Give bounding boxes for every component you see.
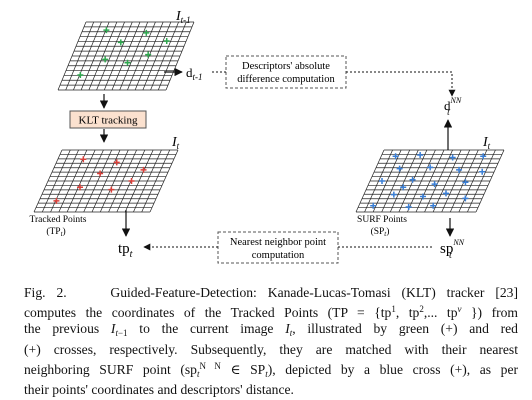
caption-title: Guided-Feature-Detection: Kanade-Lucas-T… — [110, 285, 518, 300]
blue-cross-marker — [462, 179, 469, 186]
figure-caption: Fig. 2. Guided-Feature-Detection: Kanade… — [24, 285, 518, 398]
caption-line-4: (+) crosses, respectively. Subsequently,… — [24, 341, 518, 357]
caption-line-6: their points' coordinates and descriptor… — [24, 382, 294, 398]
blue-cross-marker — [456, 166, 463, 173]
caption-line-3: the previous It−1 to the current image I… — [24, 321, 518, 339]
grid-line — [150, 21, 179, 91]
sp-caption-line2: (SPt) — [371, 226, 390, 238]
green-cross-marker — [103, 27, 110, 34]
grid-line — [157, 21, 187, 91]
nn-box-line1: Nearest neighbor point — [230, 237, 326, 248]
blue-cross-marker — [462, 195, 469, 202]
red-cross-marker — [53, 197, 60, 204]
blue-cross-marker — [420, 193, 426, 200]
dashed-link-right — [346, 71, 456, 97]
caption-fig-label: Fig. 2. — [24, 285, 67, 300]
green-cross-marker — [102, 56, 109, 63]
grid-line — [441, 149, 471, 213]
red-cross-marker — [80, 156, 87, 163]
caption-line-1: Fig. 2. Guided-Feature-Detection: Kanade… — [24, 285, 518, 301]
blue-cross-marker — [443, 190, 449, 197]
tp-caption-line2: (TPt) — [46, 226, 65, 238]
green-cross-marker — [77, 72, 84, 79]
frame-label-tracked: It — [171, 135, 180, 151]
grid-line — [134, 21, 164, 91]
blue-cross-marker — [427, 164, 434, 171]
frame-label-surf: It — [482, 135, 491, 151]
nn-box-line2: computation — [252, 250, 305, 261]
red-cross-marker — [113, 159, 120, 166]
red-cross-marker — [128, 178, 135, 184]
red-cross-marker — [108, 186, 115, 193]
descriptor-box — [225, 55, 347, 89]
grid-line — [99, 149, 129, 213]
green-cross-marker — [163, 38, 170, 45]
figure-diagram: It-1 It It dt-1 Descriptors' absolute di… — [30, 9, 505, 264]
grid-line — [432, 149, 462, 213]
grid-line — [119, 21, 149, 91]
caption-line-2: computes the coordinates of the Tracked … — [24, 304, 518, 321]
blue-cross-marker — [409, 176, 416, 183]
blue-cross-marker — [449, 154, 456, 161]
grid-previous-frame — [57, 21, 195, 91]
sp-caption-line1: SURF Points — [357, 215, 407, 225]
descriptor-box-line2: difference computation — [237, 74, 335, 85]
green-cross-marker — [143, 29, 150, 36]
sp-label: spNN t — [440, 238, 465, 261]
blue-cross-marker — [379, 178, 385, 184]
d-prev-label: dt-1 — [186, 65, 203, 82]
grid-line — [127, 21, 156, 91]
frame-label-prev: It-1 — [175, 9, 191, 25]
grid-line — [142, 21, 172, 91]
green-cross-marker — [117, 39, 124, 46]
caption-line-5: neighboring SURF point (sptN N ∈ SPt), d… — [24, 360, 518, 379]
grid-line — [449, 149, 479, 213]
blue-cross-marker — [417, 151, 424, 158]
blue-cross-marker — [405, 204, 412, 211]
blue-cross-marker — [430, 202, 437, 209]
d-nn-label: dNN t — [444, 96, 462, 117]
klt-box — [69, 110, 147, 129]
tp-label: tpt — [118, 241, 133, 260]
grid-line — [149, 149, 179, 213]
grid-line — [141, 149, 171, 213]
grid-line — [475, 149, 505, 213]
grid-line — [133, 149, 162, 213]
blue-cross-marker — [392, 153, 399, 160]
red-cross-marker — [77, 184, 83, 191]
green-cross-marker — [145, 51, 152, 58]
grid-line — [165, 21, 195, 91]
blue-cross-marker — [390, 191, 397, 198]
grid-surf-frame — [355, 149, 505, 213]
grid-line — [108, 149, 137, 213]
blue-cross-marker — [400, 184, 407, 191]
blue-cross-marker — [431, 181, 438, 188]
grid-line — [458, 149, 488, 213]
descriptor-box-line1: Descriptors' absolute — [242, 61, 330, 72]
grid-tracked-frame — [33, 149, 179, 213]
grid-line — [424, 149, 453, 213]
red-cross-marker — [140, 166, 147, 173]
tp-caption-line1: Tracked Points — [30, 215, 87, 225]
green-cross-marker — [124, 59, 131, 66]
grid-line — [467, 149, 496, 213]
grid-line — [124, 149, 154, 213]
blue-cross-marker — [479, 168, 486, 175]
blue-cross-marker — [480, 153, 487, 160]
red-cross-marker — [97, 170, 104, 177]
blue-cross-marker — [396, 165, 403, 172]
klt-box-label: KLT tracking — [79, 115, 138, 127]
blue-cross-marker — [370, 202, 377, 209]
